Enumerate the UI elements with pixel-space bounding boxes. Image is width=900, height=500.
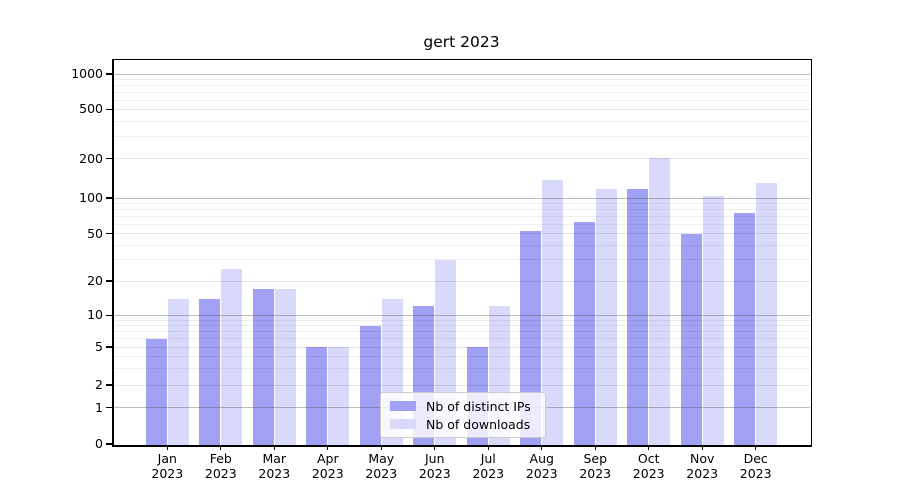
x-tick-label: Jun 2023 bbox=[418, 451, 451, 481]
legend-label-downloads: Nb of downloads bbox=[426, 416, 531, 432]
bar-distinct-ips bbox=[252, 289, 274, 445]
x-tick-label: May 2023 bbox=[365, 451, 398, 481]
bar-distinct-ips bbox=[627, 188, 649, 445]
y-tick-mark bbox=[106, 232, 112, 235]
plot-area bbox=[113, 60, 810, 445]
x-tick-mark bbox=[701, 445, 703, 450]
bar-distinct-ips bbox=[734, 213, 756, 445]
bar-distinct-ips bbox=[145, 338, 167, 445]
bar-distinct-ips bbox=[359, 325, 381, 445]
y-tick-label: 1000 bbox=[71, 66, 103, 81]
y-tick-label: 20 bbox=[87, 273, 103, 288]
x-tick-label: Jul 2023 bbox=[472, 451, 505, 481]
bar-downloads bbox=[274, 289, 296, 445]
x-tick-mark bbox=[166, 445, 168, 450]
x-tick-mark bbox=[434, 445, 436, 450]
x-tick-label: Dec 2023 bbox=[739, 451, 772, 481]
legend: Nb of distinct IPs Nb of downloads bbox=[380, 392, 546, 438]
y-tick-label: 1 bbox=[95, 399, 103, 415]
y-tick-mark bbox=[106, 314, 112, 316]
x-tick-mark bbox=[487, 445, 489, 450]
x-tick-label: Jan 2023 bbox=[151, 451, 184, 481]
x-tick-label: Oct 2023 bbox=[632, 451, 665, 481]
legend-swatch-distinct-ips bbox=[390, 401, 416, 411]
y-tick-label: 100 bbox=[79, 190, 103, 205]
x-tick-label: Aug 2023 bbox=[525, 451, 558, 481]
bar-downloads bbox=[595, 188, 617, 445]
x-tick-mark bbox=[648, 445, 650, 450]
y-tick-label: 2 bbox=[95, 377, 103, 392]
bar-distinct-ips bbox=[680, 233, 702, 445]
y-tick-mark bbox=[106, 73, 112, 75]
bar-downloads bbox=[167, 298, 189, 445]
x-tick-label: Feb 2023 bbox=[204, 451, 237, 481]
y-tick-label: 10 bbox=[87, 307, 103, 323]
bar-downloads bbox=[542, 180, 564, 445]
legend-label-distinct-ips: Nb of distinct IPs bbox=[426, 398, 531, 414]
legend-item-downloads: Nb of downloads bbox=[390, 417, 545, 432]
y-tick-mark bbox=[106, 384, 112, 386]
x-tick-label: Sep 2023 bbox=[579, 451, 612, 481]
bar-distinct-ips bbox=[306, 347, 328, 445]
bar-downloads bbox=[221, 269, 243, 445]
bar-downloads bbox=[328, 347, 350, 445]
bar-distinct-ips bbox=[199, 298, 221, 445]
x-tick-mark bbox=[220, 445, 222, 450]
bar-downloads bbox=[649, 158, 671, 445]
y-tick-mark bbox=[106, 346, 112, 348]
x-tick-mark bbox=[327, 445, 329, 450]
y-tick-label: 50 bbox=[87, 225, 103, 241]
x-tick-label: Nov 2023 bbox=[686, 451, 719, 481]
y-tick-mark bbox=[106, 108, 112, 110]
legend-item-distinct-ips: Nb of distinct IPs bbox=[390, 399, 545, 414]
x-tick-mark bbox=[755, 445, 757, 450]
legend-swatch-downloads bbox=[390, 419, 416, 429]
x-tick-mark bbox=[273, 445, 275, 450]
y-tick-label: 200 bbox=[79, 150, 103, 166]
bar-downloads bbox=[702, 196, 724, 445]
y-tick-mark bbox=[106, 443, 112, 445]
y-tick-label: 5 bbox=[95, 339, 103, 354]
chart-title: gert 2023 bbox=[423, 33, 500, 51]
y-tick-mark bbox=[106, 407, 112, 409]
x-tick-label: Mar 2023 bbox=[258, 451, 291, 481]
bar-distinct-ips bbox=[573, 222, 595, 445]
y-tick-label: 0 bbox=[95, 436, 103, 451]
bars-layer bbox=[113, 60, 810, 445]
y-tick-label: 500 bbox=[79, 101, 103, 117]
x-tick-mark bbox=[594, 445, 596, 450]
x-tick-mark bbox=[380, 445, 382, 450]
x-tick-mark bbox=[541, 445, 543, 450]
x-tick-label: Apr 2023 bbox=[311, 451, 344, 481]
bar-downloads bbox=[756, 183, 778, 445]
y-tick-mark bbox=[106, 158, 112, 160]
y-tick-mark bbox=[106, 280, 112, 282]
y-tick-mark bbox=[106, 197, 112, 199]
bar-distinct-ips bbox=[520, 230, 542, 445]
